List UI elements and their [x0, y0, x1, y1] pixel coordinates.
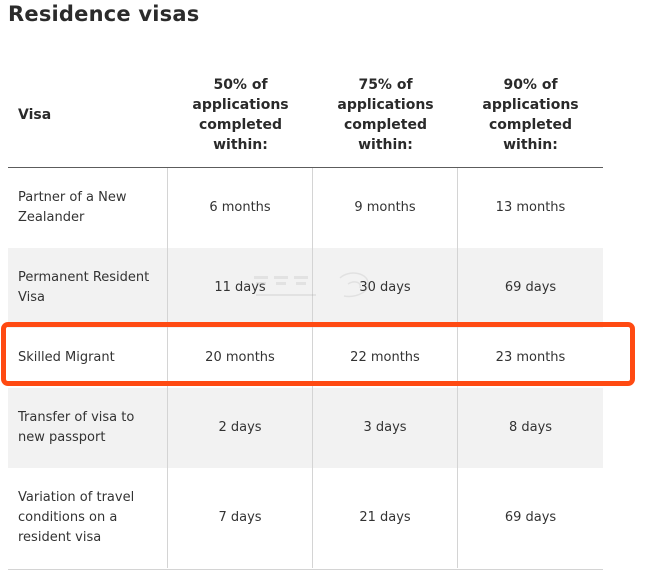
p75-cell: 21 days	[313, 468, 458, 568]
visa-name-cell: Skilled Migrant	[8, 328, 168, 388]
p50-cell: 6 months	[168, 168, 313, 248]
table-bottom-border	[8, 569, 603, 570]
table-row: Variation of travel conditions on a resi…	[8, 468, 603, 568]
p75-cell: 9 months	[313, 168, 458, 248]
p90-cell: 69 days	[504, 510, 557, 525]
visa-name-cell: Permanent Resident Visa	[8, 248, 168, 328]
p75-cell: 30 days	[313, 248, 458, 328]
table-row: Skilled Migrant 20 months 22 months 23 m…	[8, 328, 603, 388]
p50-cell: 20 months	[168, 328, 313, 388]
column-header-visa: Visa	[18, 106, 52, 123]
p75-cell: 3 days	[313, 388, 458, 468]
p50-cell: 7 days	[168, 468, 313, 568]
table-row: Transfer of visa to new passport 2 days …	[8, 388, 603, 468]
p75-cell: 22 months	[313, 328, 458, 388]
table-header-row: Visa 50% of applications completed withi…	[8, 62, 603, 168]
watermark-logo-icon	[254, 272, 369, 298]
column-header-75-percent: 75% of applications completed within:	[337, 76, 434, 153]
p50-cell: 11 days	[168, 248, 313, 328]
table-row: Partner of a New Zealander 6 months 9 mo…	[8, 168, 603, 248]
skilled-migrant-highlight-box	[1, 322, 635, 386]
p90-cell: 13 months	[495, 200, 566, 215]
visa-name-cell: Variation of travel conditions on a resi…	[8, 468, 168, 568]
p90-cell: 23 months	[495, 350, 566, 365]
p90-cell: 8 days	[508, 420, 553, 435]
page-title: Residence visas	[8, 2, 200, 26]
p90-cell: 69 days	[504, 280, 557, 295]
processing-times-table: Visa 50% of applications completed withi…	[8, 62, 603, 568]
visa-name-cell: Transfer of visa to new passport	[8, 388, 168, 468]
column-header-50-percent: 50% of applications completed within:	[192, 76, 289, 153]
visa-name-cell: Partner of a New Zealander	[8, 168, 168, 248]
column-header-90-percent: 90% of applications completed within:	[482, 76, 579, 153]
table-row: Permanent Resident Visa 11 days 30 days …	[8, 248, 603, 328]
p50-cell: 2 days	[168, 388, 313, 468]
